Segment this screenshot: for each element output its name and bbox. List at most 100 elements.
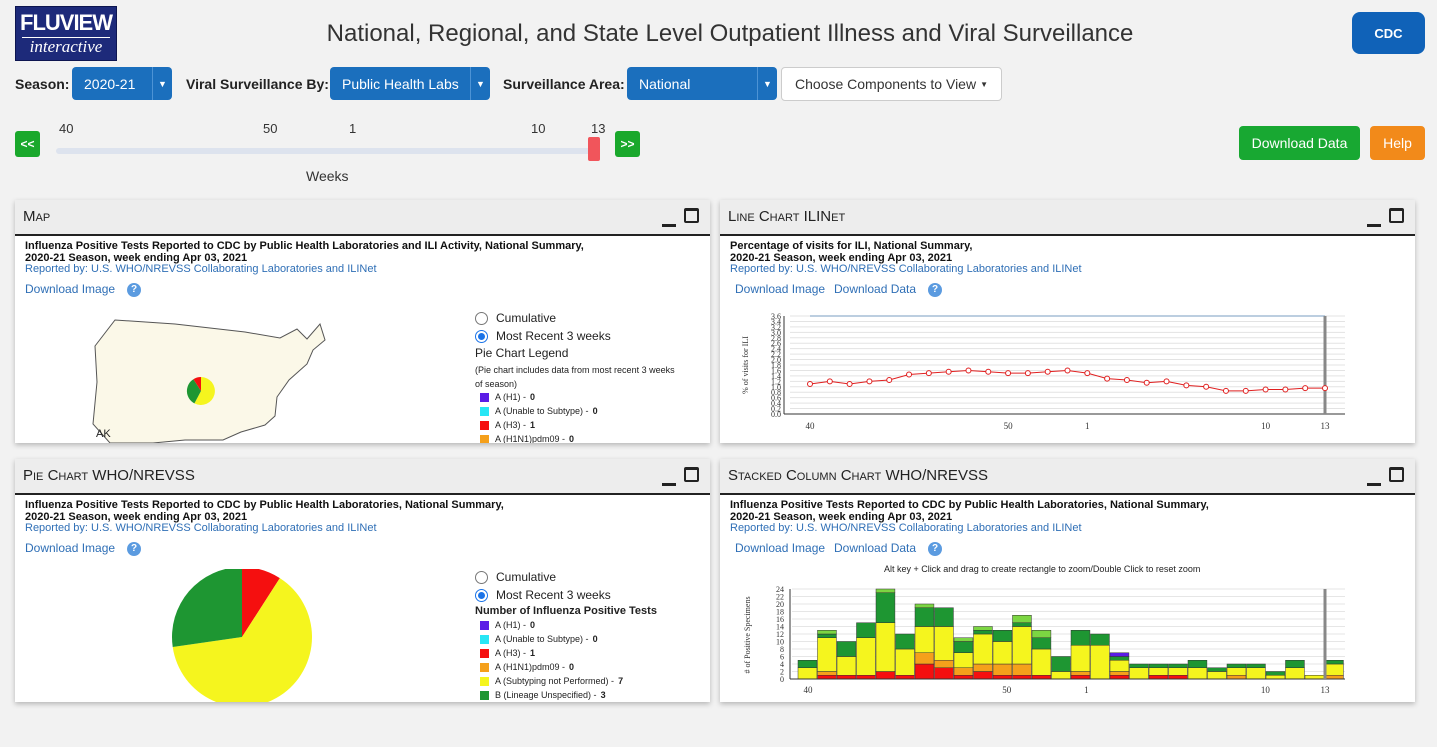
- help-icon[interactable]: ?: [928, 542, 942, 556]
- stacked-bar-segment: [1324, 660, 1344, 665]
- y-tick-label: 6: [780, 653, 784, 662]
- stacked-bar-segment: [934, 660, 954, 668]
- help-icon[interactable]: ?: [127, 283, 141, 297]
- stacked-bar-segment: [1109, 671, 1130, 676]
- stacked-bar-segment: [1226, 675, 1247, 680]
- legend-value: 0: [592, 634, 598, 644]
- stacked-bar-segment: [992, 630, 1013, 642]
- stacked-bar-segment: [1148, 663, 1169, 668]
- stacked-bar-segment: [797, 667, 818, 680]
- radio-button[interactable]: [475, 311, 488, 325]
- week-slider-track[interactable]: [56, 148, 598, 154]
- download-data-link[interactable]: Download Data: [834, 282, 917, 296]
- week-slider-handle[interactable]: [588, 137, 600, 161]
- previous-week-button[interactable]: <<: [15, 131, 40, 157]
- maximize-icon[interactable]: [684, 208, 699, 223]
- reported-by: Reported by: U.S. WHO/NREVSS Collaborati…: [730, 263, 1082, 275]
- stacked-bar-segment: [973, 663, 993, 672]
- slider-tick: 10: [531, 121, 546, 136]
- us-map[interactable]: [75, 312, 455, 443]
- ili-point: [906, 371, 913, 378]
- ili-point: [1163, 378, 1170, 385]
- stacked-bar-segment: [895, 648, 915, 676]
- minimize-icon[interactable]: [1367, 224, 1381, 227]
- help-icon[interactable]: ?: [928, 283, 942, 297]
- y-tick-label: 14: [776, 623, 784, 632]
- choose-components-label: Choose Components to View: [795, 76, 977, 92]
- radio-button-selected[interactable]: [475, 588, 488, 602]
- stacked-bar-segment: [1012, 615, 1032, 623]
- stacked-bar-segment: [992, 675, 1013, 680]
- ili-line-chart[interactable]: % of visits for ILI 0.00.20.40.60.81.01.2…: [720, 310, 1415, 443]
- y-tick-label: 2.6: [771, 339, 781, 348]
- legend-label: A (H1) -: [495, 620, 527, 630]
- stacked-bar-segment: [875, 671, 896, 680]
- stacked-bar-segment: [1109, 675, 1130, 680]
- legend-swatch: [480, 434, 489, 443]
- cdc-logo[interactable]: CDC: [1352, 12, 1425, 54]
- stacked-bar-segment: [817, 671, 837, 676]
- legend-value: 0: [569, 662, 575, 672]
- stacked-bar-segment: [875, 592, 896, 623]
- panel-subtitle-date: 2020-21 Season, week ending Apr 03, 2021: [730, 252, 953, 264]
- minimize-icon[interactable]: [1367, 483, 1381, 486]
- maximize-icon[interactable]: [1389, 208, 1404, 223]
- caret-down-icon: ▼: [757, 67, 777, 100]
- maximize-icon[interactable]: [684, 467, 699, 482]
- stacked-bar-segment: [1265, 675, 1286, 680]
- legend-swatch: [480, 406, 489, 416]
- stacked-bar-segment: [1012, 675, 1032, 680]
- season-dropdown[interactable]: 2020-21 ▼: [72, 67, 172, 100]
- legend-label: A (H1N1)pdm09 -: [495, 662, 566, 672]
- download-image-link[interactable]: Download Image: [25, 541, 116, 555]
- stacked-bar-segment: [953, 641, 974, 653]
- surveillance-area-dropdown[interactable]: National ▼: [627, 67, 777, 100]
- download-data-button[interactable]: Download Data: [1239, 126, 1360, 160]
- panel-subtitle: Influenza Positive Tests Reported to CDC…: [730, 499, 1209, 511]
- minimize-icon[interactable]: [662, 483, 676, 486]
- stacked-bar-segment: [1148, 667, 1169, 676]
- download-image-link[interactable]: Download Image: [735, 282, 826, 296]
- legend-item: A (Unable to Subtype) -0: [480, 406, 598, 416]
- season-value: 2020-21: [84, 75, 136, 92]
- slider-tick: 1: [349, 121, 357, 136]
- legend-title: Number of Influenza Positive Tests: [475, 605, 657, 617]
- download-data-link[interactable]: Download Data: [834, 541, 917, 555]
- radio-cumulative[interactable]: Cumulative: [475, 311, 556, 325]
- radio-label: Cumulative: [496, 311, 557, 325]
- ili-point: [1084, 370, 1091, 377]
- panel-subtitle: Influenza Positive Tests Reported to CDC…: [25, 240, 584, 252]
- legend-value: 0: [569, 434, 575, 443]
- cdc-label: CDC: [1374, 25, 1403, 41]
- stacked-bar-segment: [914, 603, 935, 608]
- ili-point: [1064, 367, 1071, 374]
- download-image-link[interactable]: Download Image: [735, 541, 826, 555]
- help-icon[interactable]: ?: [127, 542, 141, 556]
- help-button[interactable]: Help: [1370, 126, 1425, 160]
- stacked-column-chart[interactable]: # of Positive Specimens02468101214161820…: [720, 575, 1415, 702]
- next-week-button[interactable]: >>: [615, 131, 640, 157]
- panel-title: Pie Chart WHO/NREVSS: [23, 467, 195, 484]
- y-tick-label: 1.8: [771, 361, 781, 370]
- minimize-icon[interactable]: [662, 224, 676, 227]
- radio-cumulative[interactable]: Cumulative: [475, 570, 556, 584]
- download-image-link[interactable]: Download Image: [25, 282, 116, 296]
- radio-button-selected[interactable]: [475, 329, 488, 343]
- panel-subtitle: Percentage of visits for ILI, National S…: [730, 240, 973, 252]
- radio-recent-3-weeks[interactable]: Most Recent 3 weeks: [475, 329, 611, 343]
- season-label: Season:: [15, 76, 70, 92]
- choose-components-dropdown[interactable]: Choose Components to View ▼: [781, 67, 1002, 101]
- viral-surveillance-dropdown[interactable]: Public Health Labs ▼: [330, 67, 490, 100]
- panel-subtitle-date: 2020-21 Season, week ending Apr 03, 2021: [25, 511, 248, 523]
- national-pie: [186, 376, 215, 405]
- panel-title: Stacked Column Chart WHO/NREVSS: [728, 467, 988, 484]
- legend-label: A (H3) -: [495, 420, 527, 430]
- x-tick-label: 13: [1321, 685, 1331, 695]
- radio-button[interactable]: [475, 570, 488, 584]
- stacked-bar-segment: [953, 652, 974, 668]
- y-tick-label: 1.6: [771, 366, 781, 375]
- pie-chart[interactable]: [155, 569, 355, 702]
- legend-item: A (H3) -1: [480, 648, 535, 658]
- radio-recent-3-weeks[interactable]: Most Recent 3 weeks: [475, 588, 611, 602]
- maximize-icon[interactable]: [1389, 467, 1404, 482]
